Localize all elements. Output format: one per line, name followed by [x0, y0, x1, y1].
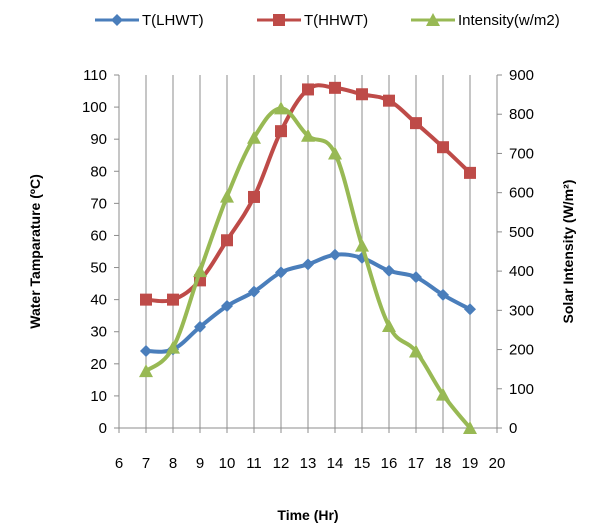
- legend-label: T(HHWT): [304, 12, 368, 29]
- y-tick-label: 90: [90, 131, 107, 148]
- legend-item: T(LHWT): [95, 12, 204, 29]
- y2-tick-label: 900: [509, 67, 534, 84]
- data-point: [410, 271, 422, 284]
- x-tick-label: 15: [354, 455, 371, 472]
- y-tick-label: 40: [90, 292, 107, 309]
- data-point: [329, 81, 341, 94]
- x-tick-label: 16: [381, 455, 398, 472]
- legend-item: Intensity(w/m2): [411, 12, 560, 29]
- data-point: [355, 238, 369, 252]
- data-point: [166, 340, 180, 354]
- data-point: [194, 320, 206, 333]
- x-axis-title: Time (Hr): [277, 507, 338, 523]
- legend-marker: [273, 14, 285, 26]
- y-tick-label: 20: [90, 356, 107, 373]
- data-point: [464, 166, 476, 179]
- data-point: [301, 128, 315, 142]
- data-point: [329, 248, 341, 261]
- y-tick-label: 70: [90, 195, 107, 212]
- y2-axis-title: Solar Intensity (W/m²): [560, 180, 576, 324]
- legend-item: T(HHWT): [257, 12, 368, 29]
- y-tick-label: 10: [90, 388, 107, 405]
- data-point: [221, 234, 233, 247]
- y-tick-label: 30: [90, 324, 107, 341]
- data-point: [409, 344, 423, 358]
- legend-marker: [426, 13, 440, 26]
- y2-tick-label: 0: [509, 420, 517, 437]
- y2-tick-label: 200: [509, 342, 534, 359]
- series-Intensity(w/m2): [139, 101, 477, 434]
- data-point: [463, 421, 477, 434]
- data-point: [383, 94, 395, 107]
- data-point: [275, 125, 287, 138]
- data-point: [274, 101, 288, 115]
- y2-tick-label: 800: [509, 106, 534, 123]
- data-point: [248, 285, 260, 298]
- x-tick-label: 11: [246, 455, 262, 472]
- x-tick-label: 12: [273, 455, 290, 472]
- data-point: [140, 293, 152, 306]
- y-tick-label: 80: [90, 163, 107, 180]
- y-tick-label: 0: [99, 420, 107, 437]
- x-tick-label: 9: [196, 455, 204, 472]
- y-tick-label: 50: [90, 260, 107, 277]
- data-point: [464, 303, 476, 316]
- data-point: [167, 293, 179, 306]
- legend-marker: [111, 14, 123, 26]
- data-point: [140, 344, 152, 357]
- x-tick-label: 7: [142, 455, 150, 472]
- data-point: [437, 141, 449, 154]
- x-tick-label: 14: [327, 455, 344, 472]
- data-point: [275, 266, 287, 279]
- data-point: [247, 130, 261, 144]
- y2-tick-label: 300: [509, 302, 534, 319]
- x-tick-label: 13: [300, 455, 317, 472]
- data-point: [220, 189, 234, 203]
- y-tick-label: 110: [83, 67, 107, 84]
- y-axis-title: Water Tamparature (ºC): [27, 174, 43, 328]
- y2-tick-label: 500: [509, 224, 534, 241]
- x-tick-label: 6: [115, 455, 123, 472]
- series-T(LHWT): [140, 248, 476, 357]
- legend-label: Intensity(w/m2): [458, 12, 560, 29]
- data-point: [302, 83, 314, 96]
- x-tick-label: 18: [435, 455, 452, 472]
- data-point: [382, 319, 396, 333]
- data-point: [356, 88, 368, 101]
- x-tick-label: 17: [408, 455, 425, 472]
- y-tick-label: 60: [90, 227, 107, 244]
- y2-tick-label: 600: [509, 185, 534, 202]
- x-tick-label: 20: [489, 455, 506, 472]
- y-tick-label: 100: [82, 99, 107, 116]
- data-point: [436, 387, 450, 401]
- data-point: [139, 364, 153, 378]
- legend-label: T(LHWT): [142, 12, 204, 29]
- data-point: [248, 190, 260, 203]
- data-point: [302, 258, 314, 271]
- x-tick-label: 8: [169, 455, 177, 472]
- y2-tick-label: 700: [509, 145, 534, 162]
- data-point: [221, 300, 233, 313]
- y2-tick-label: 400: [509, 263, 534, 280]
- series-layer: [139, 81, 477, 434]
- data-point: [193, 264, 207, 278]
- axes: 0 10 20 30 40 50 60 70 80 90 100 110 0 100 200 300 400 50…: [82, 67, 534, 472]
- data-point: [437, 288, 449, 301]
- data-point: [328, 146, 342, 160]
- data-point: [383, 264, 395, 277]
- y2-tick-label: 100: [509, 381, 534, 398]
- x-tick-label: 10: [219, 455, 236, 472]
- grid: [118, 75, 498, 428]
- x-tick-label: 19: [462, 455, 479, 472]
- legend: T(LHWT) T(HHWT) Intensity(w/m2): [95, 12, 560, 29]
- data-point: [410, 117, 422, 130]
